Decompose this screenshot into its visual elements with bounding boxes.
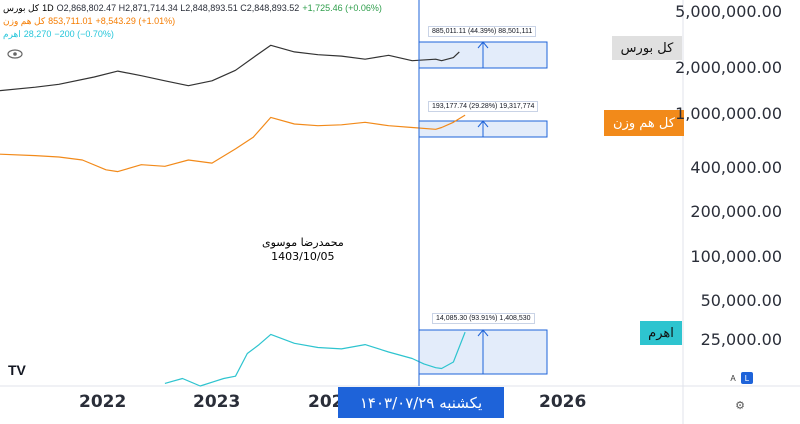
series-layer: [0, 45, 465, 386]
legend-ahrom-name: اهرم: [3, 28, 21, 41]
legend-bourse-name: کل بورس: [3, 2, 39, 15]
y-tick-label: 1,000,000.00: [675, 104, 782, 123]
legend-hamvazn-name: کل هم وزن: [3, 15, 45, 28]
series-line-bourse: [0, 45, 459, 90]
badge-ahrom: اهرم: [640, 321, 682, 345]
author-name: محمدرضا موسوی: [262, 236, 344, 250]
author-annotation: محمدرضا موسوی 1403/10/05: [262, 236, 344, 264]
measurement-label-bourse: 885,011.11 (44.39%) 88,501,111: [428, 26, 536, 37]
legend-bourse-ohlc: O2,868,802.47 H2,871,714.34 L2,848,893.5…: [57, 2, 300, 15]
y-tick-label: 2,000,000.00: [675, 58, 782, 77]
y-tick-label: 400,000.00: [690, 158, 782, 177]
legend-ahrom-change: −200 (−0.70%): [54, 28, 114, 41]
legend-row-hamvazn: کل هم وزن 853,711.01 +8,543.29 (+1.01%): [3, 15, 382, 28]
badge-hamvazn-label: کل هم وزن: [613, 116, 675, 131]
badge-bourse: کل بورس: [612, 36, 682, 60]
crosshair-date-label: یکشنبه ۱۴۰۳/۰۷/۲۹: [338, 387, 504, 418]
legend-row-bourse: کل بورس 1D O2,868,802.47 H2,871,714.34 L…: [3, 2, 382, 15]
legend-ahrom-value: 28,270: [24, 28, 52, 41]
y-tick-label: 200,000.00: [690, 202, 782, 221]
measurement-label-hamvazn: 193,177.74 (29.28%) 19,317,774: [428, 101, 538, 112]
y-tick-label: 25,000.00: [701, 330, 782, 349]
legend-interval[interactable]: 1D: [42, 2, 54, 15]
auto-scale-button[interactable]: A: [727, 372, 739, 384]
badge-hamvazn: کل هم وزن: [604, 110, 684, 136]
x-tick-label: 2022: [79, 392, 126, 412]
eye-icon[interactable]: [6, 48, 28, 64]
legend-row-ahrom: اهرم 28,270 −200 (−0.70%): [3, 28, 382, 41]
legend-hamvazn-change: +8,543.29 (+1.01%): [96, 15, 176, 28]
tradingview-logo: TV: [8, 362, 26, 378]
badge-bourse-label: کل بورس: [621, 41, 674, 56]
measurement-label-ahrom: 14,085.30 (93.91%) 1,408,530: [432, 313, 535, 324]
y-tick-label: 100,000.00: [690, 247, 782, 266]
log-scale-button[interactable]: L: [741, 372, 753, 384]
author-date: 1403/10/05: [262, 250, 344, 264]
series-line-hamvazn: [0, 115, 465, 172]
measurement-boxes: [419, 42, 547, 374]
y-tick-label: 50,000.00: [701, 291, 782, 310]
badge-ahrom-label: اهرم: [648, 326, 674, 341]
x-tick-label: 2026: [539, 392, 586, 412]
settings-gear-icon[interactable]: ⚙: [733, 398, 747, 412]
legend-bourse-change: +1,725.46 (+0.06%): [302, 2, 382, 15]
y-tick-label: 5,000,000.00: [675, 2, 782, 21]
legend: کل بورس 1D O2,868,802.47 H2,871,714.34 L…: [3, 2, 382, 41]
x-tick-label: 2023: [193, 392, 240, 412]
legend-hamvazn-value: 853,711.01: [48, 15, 92, 28]
